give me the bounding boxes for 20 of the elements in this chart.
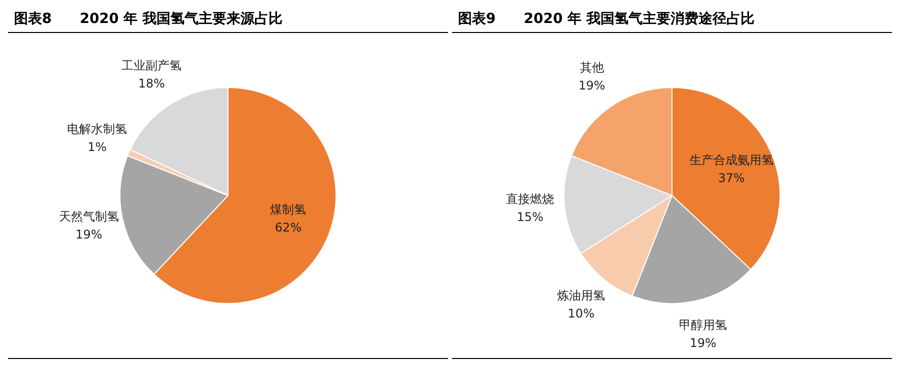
slice-label: 直接燃烧: [506, 192, 554, 206]
slice-label: 甲醇用氢: [679, 318, 728, 332]
slice-label: 电解水制氢: [67, 122, 128, 136]
chart-title: 图表8 2020 年 我国氢气主要来源占比: [8, 6, 448, 33]
data-label: 19%: [578, 78, 606, 93]
slice-label: 天然气制氢: [58, 210, 119, 224]
data-label: 10%: [568, 306, 594, 320]
data-label: 37%: [718, 170, 745, 185]
slice-label: 工业副产氢: [122, 58, 182, 72]
data-label: 62%: [274, 220, 302, 234]
slice-label: 煤制氢: [270, 202, 306, 216]
data-label: 19%: [76, 228, 102, 242]
slice-label: 其他: [580, 60, 604, 75]
data-label: 18%: [138, 76, 165, 90]
slice-label: 炼油用氢: [557, 288, 606, 302]
data-label: 15%: [516, 210, 544, 224]
chart-title: 图表9 2020 年 我国氢气主要消费途径占比: [452, 6, 892, 33]
data-label: 19%: [690, 336, 716, 350]
data-label: 1%: [88, 140, 107, 154]
slice-label: 生产合成氨用氢: [689, 152, 774, 167]
